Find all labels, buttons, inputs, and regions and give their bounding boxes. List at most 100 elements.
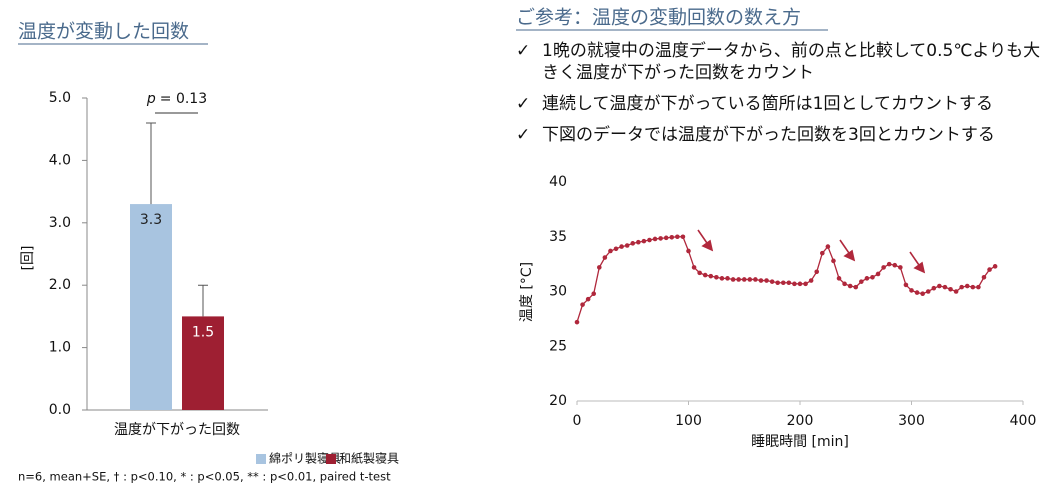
data-point [741, 277, 747, 282]
bullet-list: ✓ 1晩の就寝中の温度データから、前の点と比較して0.5℃よりも大きく温度が下がっ… [512, 40, 1042, 155]
check-icon: ✓ [516, 94, 531, 114]
y-tick-label: 5.0 [49, 90, 71, 106]
data-point [730, 277, 736, 282]
data-point [914, 290, 920, 295]
data-point [925, 289, 931, 294]
data-point [814, 269, 820, 275]
bullet-text: 下図のデータでは温度が下がった回数を3回とカウントする [542, 125, 995, 145]
data-point [613, 246, 619, 252]
value-label: 3.3 [140, 212, 162, 228]
bullet: ✓ 1晩の就寝中の温度データから、前の点と比較して0.5℃よりも大きく温度が下がっ… [512, 40, 1042, 84]
data-point [870, 274, 875, 280]
data-point [624, 243, 630, 248]
x-axis-label: 睡眠時間 [min] [751, 434, 849, 450]
data-point [636, 239, 641, 245]
data-point [976, 284, 981, 290]
data-point [964, 283, 970, 289]
data-point [585, 296, 591, 302]
data-point [931, 285, 937, 291]
data-point [630, 241, 636, 246]
data-point [669, 234, 675, 240]
data-point [970, 284, 976, 290]
error-bar [198, 284, 208, 317]
y-tick-label: 20 [549, 393, 567, 409]
data-point [736, 277, 741, 282]
data-point [820, 250, 825, 256]
data-point [725, 276, 730, 281]
check-icon: ✓ [516, 125, 531, 145]
x-tick-label: 200 [787, 413, 814, 429]
data-point [602, 255, 608, 260]
bullet-text: 連続して温度が下がっている箇所は1回としてカウントする [542, 94, 993, 114]
p-value: p = 0.13 [146, 91, 207, 107]
data-point [836, 276, 842, 281]
data-point [847, 283, 853, 289]
data-point [892, 262, 898, 268]
data-point [652, 236, 658, 242]
y-tick-label: 3.0 [49, 215, 71, 231]
y-tick-label: 25 [549, 338, 567, 354]
p-text: = 0.13 [160, 91, 207, 107]
y-tick-label: 0.0 [49, 402, 71, 418]
bullet: ✓ 連続して温度が下がっている箇所は1回としてカウントする [512, 93, 1042, 115]
y-tick-label: 30 [549, 284, 567, 300]
data-point [764, 278, 769, 283]
data-point [948, 287, 953, 292]
data-point [792, 281, 797, 287]
footnote: n=6, mean+SE, † : p<0.10, * : p<0.05, **… [18, 470, 391, 484]
data-point [864, 276, 870, 281]
value-label: 1.5 [192, 324, 214, 340]
y-tick-label: 2.0 [49, 277, 71, 293]
data-point [647, 237, 652, 243]
data-point [898, 265, 903, 270]
y-axis-label: [回] [20, 246, 36, 271]
bullet: ✓ 下図のデータでは温度が下がった回数を3回とカウントする [512, 124, 1042, 146]
drop-arrows [697, 229, 926, 274]
check-icon: ✓ [516, 41, 531, 61]
data-point [697, 270, 702, 276]
data-point [708, 273, 714, 279]
bullet-text: 1晩の就寝中の温度データから、前の点と比較して0.5℃よりも大きく温度が下がった… [542, 41, 1041, 83]
data-point [641, 238, 647, 244]
y-axis-label: 温度 [°C] [519, 262, 535, 322]
data-point [608, 248, 613, 254]
data-point [658, 236, 663, 241]
temperature-line [576, 236, 996, 323]
x-tick-label: 温度が下がった回数 [114, 422, 240, 438]
data-point [886, 261, 892, 267]
data-point [769, 279, 775, 284]
bar [182, 316, 224, 410]
data-point [953, 289, 959, 294]
data-point [747, 277, 753, 282]
data-point [702, 272, 708, 278]
data-point [591, 291, 597, 296]
x-tick-label: 400 [1010, 413, 1037, 429]
data-point [574, 319, 580, 325]
x-tick-label: 0 [573, 413, 582, 429]
data-point [881, 265, 886, 270]
data-point [619, 244, 624, 249]
data-point [987, 267, 992, 272]
data-point [797, 281, 803, 287]
data-point [675, 234, 680, 240]
data-point [959, 284, 964, 290]
data-point [903, 282, 909, 288]
legend-swatch [256, 454, 266, 464]
data-point [831, 258, 836, 264]
data-point [859, 279, 864, 284]
legend-label: 和紙製寝具 [339, 451, 399, 466]
data-point [686, 248, 691, 254]
data-point [808, 278, 814, 283]
data-point [920, 291, 925, 296]
data-point [775, 280, 780, 286]
data-point [597, 265, 602, 270]
legend-label: 綿ポリ製寝具 [269, 451, 341, 466]
data-point [691, 265, 697, 270]
y-tick-label: 40 [549, 174, 567, 190]
p-symbol: p [146, 91, 156, 107]
data-point [937, 283, 942, 289]
data-point [875, 271, 881, 277]
x-tick-label: 300 [898, 413, 925, 429]
